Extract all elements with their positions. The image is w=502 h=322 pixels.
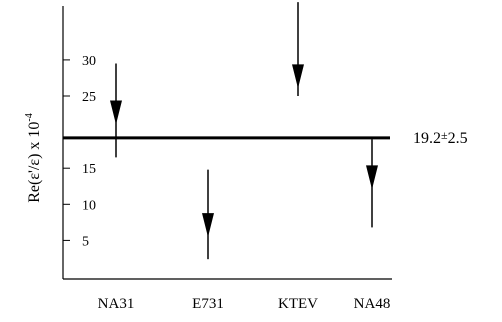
measurement-arrows bbox=[110, 2, 378, 260]
reference-value: 19.2 bbox=[413, 130, 441, 147]
category-labels: NA31 E731 KTEV NA48 bbox=[98, 296, 391, 312]
category-label: E731 bbox=[192, 296, 224, 312]
measurement-na31 bbox=[110, 63, 122, 158]
y-tick-label: 15 bbox=[82, 162, 96, 177]
arrow-marker bbox=[366, 165, 378, 190]
y-tick-label: 5 bbox=[82, 234, 89, 249]
arrow-marker bbox=[110, 100, 122, 125]
arrow-marker bbox=[292, 64, 304, 89]
arrow-marker bbox=[202, 213, 214, 238]
reference-line-group: 19.2±2.5 bbox=[63, 128, 468, 147]
y-axis-label: Re(ε'/ε) x 10-4 bbox=[24, 113, 43, 203]
reference-line-label: 19.2±2.5 bbox=[413, 128, 468, 147]
y-axis-label-base: Re(ε'/ε) x 10 bbox=[26, 122, 43, 203]
y-axis-label-exponent: -4 bbox=[24, 113, 35, 121]
y-tick-label: 25 bbox=[82, 90, 96, 105]
axes bbox=[62, 6, 392, 280]
y-tick-label: 10 bbox=[82, 198, 96, 213]
measurement-e731 bbox=[202, 169, 214, 260]
y-tick-label: 30 bbox=[82, 54, 96, 69]
reference-error: 2.5 bbox=[448, 130, 468, 147]
reference-plus-minus: ± bbox=[441, 128, 448, 142]
category-label: NA48 bbox=[354, 296, 391, 312]
measurement-ktev bbox=[292, 2, 304, 96]
category-label: KTEV bbox=[278, 296, 318, 312]
measurement-na48 bbox=[366, 139, 378, 228]
y-ticks: 5 10 15 25 30 bbox=[63, 54, 96, 249]
category-label: NA31 bbox=[98, 296, 135, 312]
